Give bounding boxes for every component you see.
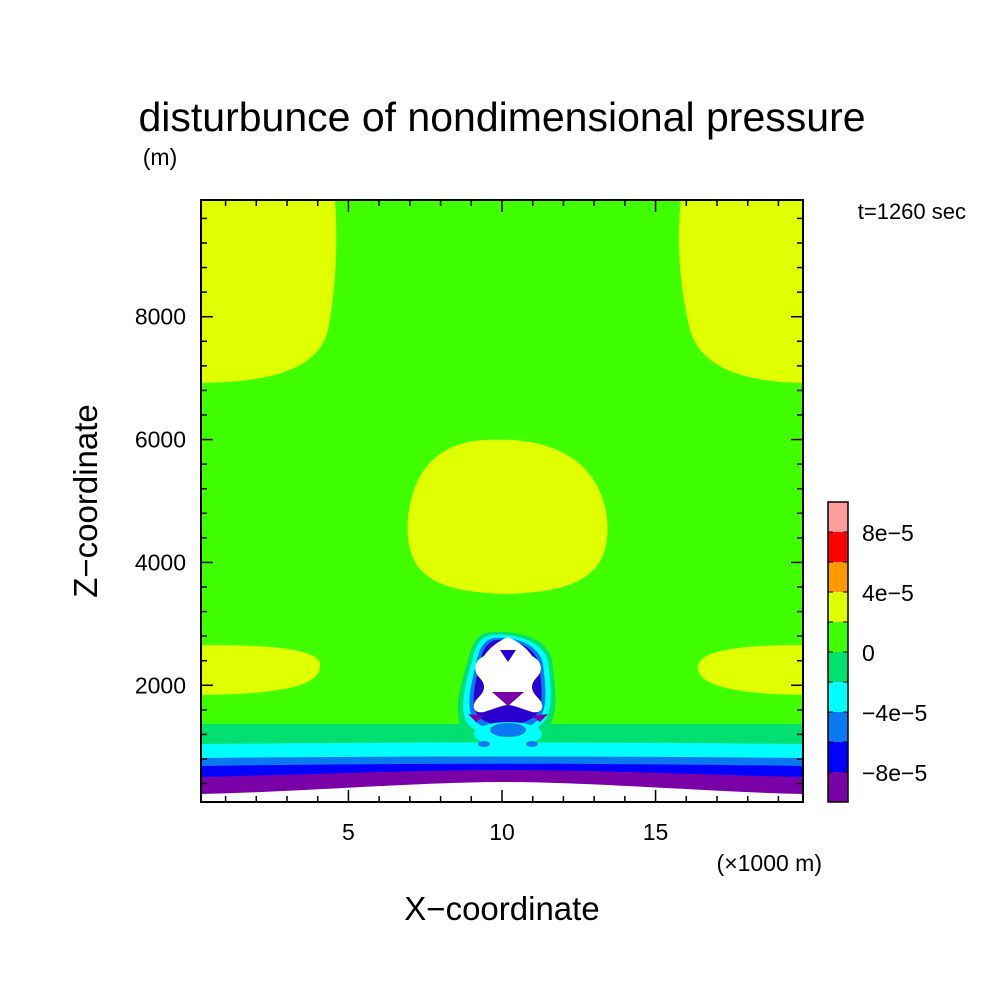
colorbar-swatch	[828, 592, 848, 622]
colorbar-swatch	[828, 502, 848, 532]
colorbar: 8e−5 4e−5 0 −4e−5 −8e−5	[827, 501, 927, 803]
colorbar-swatch	[828, 682, 848, 712]
x-tick-label: 5	[342, 819, 355, 845]
contour-thermal-wing-left	[468, 714, 484, 722]
contour-thermal-tail-spot-right	[526, 741, 538, 747]
y-axis-label: Z−coordinate	[67, 404, 104, 598]
colorbar-swatch	[828, 562, 848, 592]
contour-thermal-wing-right	[532, 714, 548, 722]
colorbar-tick-label: 4e−5	[862, 580, 914, 606]
contour-plot-area	[201, 200, 803, 802]
x-tick-labels: 5 10 15	[342, 819, 668, 845]
colorbar-swatch	[828, 622, 848, 652]
time-label: t=1260 sec	[858, 199, 966, 224]
contour-lobe-top-right	[678, 200, 803, 383]
y-tick-label: 4000	[135, 549, 186, 575]
colorbar-swatch	[828, 742, 848, 772]
contour-lobe-top-left	[201, 200, 337, 383]
y-tick-label: 6000	[135, 427, 186, 453]
chart-title: disturbunce of nondimensional pressure	[138, 94, 865, 140]
colorbar-tick-label: 8e−5	[862, 520, 914, 546]
colorbar-swatch	[828, 652, 848, 682]
colorbar-swatch	[828, 532, 848, 562]
contour-thermal-notch-upper	[500, 650, 516, 662]
x-tick-label: 15	[643, 819, 669, 845]
contour-thermal-notch-lower	[492, 692, 524, 706]
y-tick-labels: 2000 4000 6000 8000	[135, 304, 186, 699]
colorbar-tick-label: −4e−5	[862, 700, 927, 726]
y-tick-label: 2000	[135, 672, 186, 698]
contour-thermal-core	[473, 637, 543, 713]
units-label: (m)	[143, 144, 177, 170]
colorbar-tick-label: −8e−5	[862, 760, 927, 786]
contour-lobe-mid-right	[697, 645, 803, 695]
colorbar-swatch	[828, 772, 848, 802]
contour-blob-center	[407, 439, 608, 594]
contour-thermal-tail-blue	[490, 723, 526, 737]
x-unit-note: (×1000 m)	[717, 850, 822, 876]
axis-ticks	[201, 200, 803, 802]
x-axis-label: X−coordinate	[404, 890, 599, 927]
contour-lobe-mid-left	[201, 645, 321, 695]
colorbar-tick-label: 0	[862, 640, 875, 666]
colorbar-swatch	[828, 712, 848, 742]
contour-thermal-tail-spot-left	[478, 741, 490, 747]
y-tick-label: 8000	[135, 304, 186, 330]
x-tick-label: 10	[489, 819, 515, 845]
